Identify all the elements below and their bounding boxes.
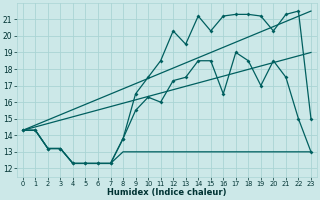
X-axis label: Humidex (Indice chaleur): Humidex (Indice chaleur) <box>107 188 227 197</box>
